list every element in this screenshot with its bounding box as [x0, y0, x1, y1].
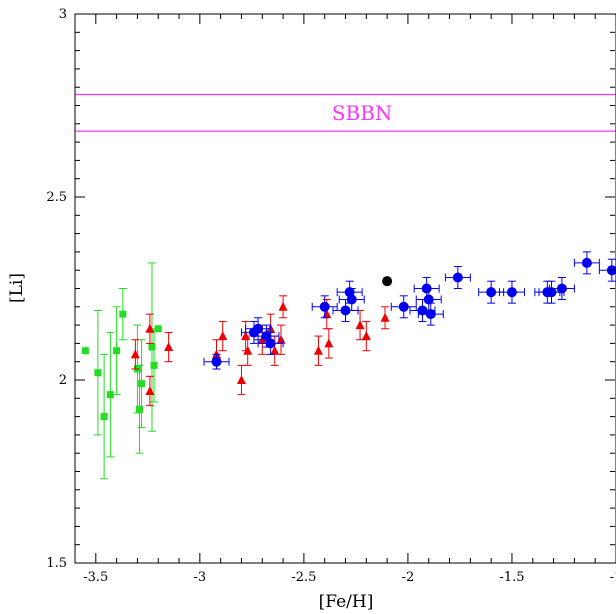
data-point-square	[148, 343, 156, 351]
y-tick-label: 3	[59, 7, 67, 22]
data-point-square	[100, 413, 108, 421]
data-point-circle	[452, 272, 463, 283]
y-axis-label: [Li]	[7, 273, 27, 303]
x-tick-label: -1.5	[499, 570, 524, 585]
y-tick-label: 2	[59, 373, 67, 388]
data-point-circle	[423, 294, 434, 305]
data-point-circle	[382, 276, 393, 287]
data-point-circle	[486, 287, 497, 298]
data-point-triangle	[145, 323, 155, 333]
data-point-circle	[265, 338, 276, 349]
plot-area: SBBN	[75, 93, 616, 480]
data-point-triangle	[313, 345, 323, 355]
data-point-circle	[346, 294, 357, 305]
data-point-triangle	[145, 385, 155, 395]
data-point-square	[150, 361, 158, 369]
data-point-triangle	[243, 345, 253, 355]
data-point-circle	[506, 287, 517, 298]
x-tick-label: -3.5	[83, 570, 108, 585]
data-point-triangle	[164, 342, 174, 352]
data-point-triangle	[270, 345, 280, 355]
data-point-square	[106, 391, 114, 399]
data-point-circle	[253, 323, 264, 334]
y-tick-label: 1.5	[46, 556, 67, 571]
x-tick-label: -3	[194, 570, 207, 585]
data-point-square	[81, 347, 89, 355]
data-point-triangle	[361, 331, 371, 341]
data-point-circle	[398, 301, 409, 312]
data-point-circle	[425, 309, 436, 320]
data-point-circle	[581, 257, 592, 268]
data-point-triangle	[355, 320, 365, 330]
data-point-triangle	[278, 301, 288, 311]
x-axis-label: [Fe/H]	[319, 592, 374, 612]
data-point-circle	[211, 356, 222, 367]
data-point-circle	[340, 305, 351, 316]
data-point-square	[154, 325, 162, 333]
data-point-triangle	[257, 334, 267, 344]
data-point-square	[94, 369, 102, 377]
data-point-triangle	[218, 331, 228, 341]
x-tick-label: -2.5	[291, 570, 316, 585]
data-point-square	[119, 310, 127, 318]
data-point-circle	[261, 331, 272, 342]
x-tick-label: -1	[610, 570, 616, 585]
y-tick-label: 2.5	[46, 190, 67, 205]
data-point-triangle	[236, 375, 246, 384]
data-point-circle	[417, 305, 428, 316]
data-point-circle	[319, 301, 330, 312]
axis-ticks: -3.5 -3 -2.5 -2 -1.5 -1 1.5 2 2.5 3	[46, 7, 616, 585]
data-point-circle	[556, 283, 567, 294]
data-point-triangle	[324, 338, 334, 348]
data-point-triangle	[130, 349, 140, 359]
data-point-triangle	[380, 312, 390, 322]
sbbn-label: SBBN	[332, 101, 393, 125]
data-point-square	[113, 347, 121, 355]
data-point-square	[136, 405, 144, 413]
data-point-square	[138, 380, 146, 388]
x-tick-label: -2	[402, 570, 415, 585]
